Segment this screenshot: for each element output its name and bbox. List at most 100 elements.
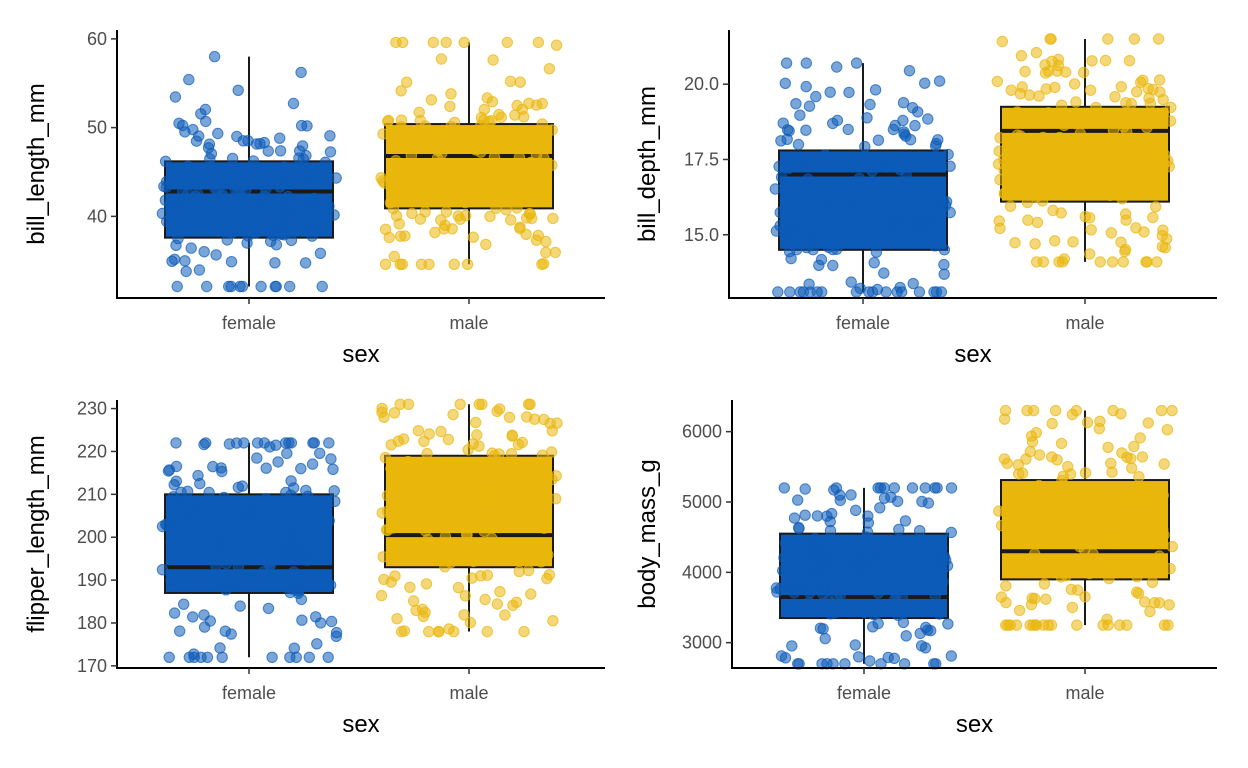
- female-data-point: [307, 437, 319, 449]
- female-data-point: [831, 61, 843, 73]
- female-data-point: [267, 580, 280, 592]
- male-data-point: [381, 489, 394, 502]
- male-data-point: [550, 39, 563, 51]
- female-data-point: [311, 638, 323, 650]
- female-data-point: [845, 276, 857, 288]
- male-data-point: [1144, 605, 1156, 618]
- male-data-point: [454, 398, 466, 410]
- female-data-point: [247, 155, 260, 167]
- male-data-point: [1033, 449, 1046, 461]
- male-data-point: [1013, 604, 1026, 617]
- female-data-point: [289, 525, 302, 537]
- female-data-point: [193, 264, 206, 276]
- male-data-point: [445, 556, 457, 569]
- male-data-point: [1102, 33, 1114, 45]
- male-data-point: [1100, 497, 1113, 509]
- male-data-point: [546, 124, 558, 136]
- male-data-point: [1116, 193, 1128, 205]
- female-data-point: [201, 651, 214, 663]
- female-data-point: [232, 481, 245, 494]
- male-data-point: [494, 459, 507, 471]
- male-data-point: [1077, 507, 1089, 519]
- female-data-point: [307, 510, 320, 522]
- female-data-point: [818, 582, 830, 594]
- x-tick-label-female: female: [837, 683, 891, 703]
- female-data-point: [156, 520, 169, 533]
- y-tick-label: 220: [77, 441, 107, 461]
- male-data-point: [431, 492, 443, 504]
- female-data-point: [216, 537, 228, 549]
- male-data-point: [1164, 562, 1176, 575]
- male-data-point: [466, 572, 478, 584]
- female-data-point: [774, 206, 786, 219]
- female-data-point: [786, 640, 798, 652]
- male-data-point: [1054, 169, 1067, 181]
- female-data-point: [165, 574, 177, 587]
- male-data-point: [512, 438, 525, 451]
- male-data-point: [466, 128, 478, 140]
- male-data-point: [1005, 84, 1017, 96]
- male-data-point: [1048, 505, 1060, 517]
- male-data-point: [1161, 424, 1174, 436]
- male-data-point: [1142, 82, 1154, 95]
- female-data-point: [224, 175, 237, 188]
- female-data-point: [173, 117, 185, 130]
- female-data-point: [790, 98, 802, 110]
- male-data-point: [438, 472, 451, 484]
- female-data-point: [783, 162, 795, 175]
- female-data-point: [831, 243, 843, 256]
- male-data-point: [1157, 489, 1169, 501]
- male-data-point: [421, 447, 433, 460]
- female-data-point: [227, 164, 239, 177]
- male-data-point: [995, 519, 1008, 532]
- male-data-point: [1103, 160, 1115, 172]
- female-data-point: [847, 555, 859, 567]
- male-data-point: [495, 539, 507, 552]
- x-tick-label-male: male: [1065, 313, 1104, 333]
- female-data-point: [299, 257, 312, 269]
- female-data-point: [792, 138, 805, 151]
- female-data-point: [813, 549, 825, 561]
- male-data-point: [1118, 161, 1131, 174]
- male-data-point: [1085, 224, 1097, 236]
- male-data-point: [1057, 470, 1069, 482]
- male-data-point: [1113, 564, 1126, 577]
- male-data-point: [1030, 191, 1043, 203]
- female-data-point: [800, 124, 812, 136]
- female-data-point: [255, 280, 267, 293]
- female-data-point: [314, 247, 327, 260]
- male-data-point: [1002, 619, 1014, 631]
- male-data-point: [1099, 54, 1112, 67]
- male-data-point: [1126, 462, 1138, 474]
- female-data-point: [236, 280, 249, 293]
- male-data-point: [446, 223, 458, 235]
- x-tick-label-female: female: [222, 313, 276, 333]
- female-data-point: [938, 258, 950, 271]
- male-data-point: [464, 616, 477, 629]
- female-data-point: [827, 259, 839, 272]
- male-data-point: [440, 206, 453, 218]
- female-data-point: [779, 77, 791, 90]
- female-data-point: [235, 515, 247, 527]
- male-data-point: [1066, 408, 1079, 421]
- male-data-point: [388, 407, 401, 419]
- male-data-point: [376, 402, 388, 415]
- male-data-point: [1086, 133, 1098, 145]
- male-data-point: [1066, 601, 1079, 614]
- male-data-point: [1101, 557, 1113, 570]
- female-data-point: [213, 577, 225, 589]
- male-data-point: [1052, 53, 1065, 66]
- female-data-point: [300, 204, 312, 217]
- female-data-point: [854, 187, 866, 199]
- female-data-point: [916, 185, 928, 198]
- male-data-point: [1029, 238, 1041, 250]
- male-data-point: [1113, 521, 1125, 533]
- female-data-point: [325, 615, 338, 628]
- male-data-point: [425, 94, 438, 106]
- y-tick-label: 190: [77, 570, 107, 590]
- male-data-point: [1045, 520, 1057, 532]
- male-data-point: [486, 532, 498, 545]
- male-data-point: [439, 530, 452, 543]
- female-data-point: [276, 170, 288, 183]
- male-data-point: [454, 213, 466, 225]
